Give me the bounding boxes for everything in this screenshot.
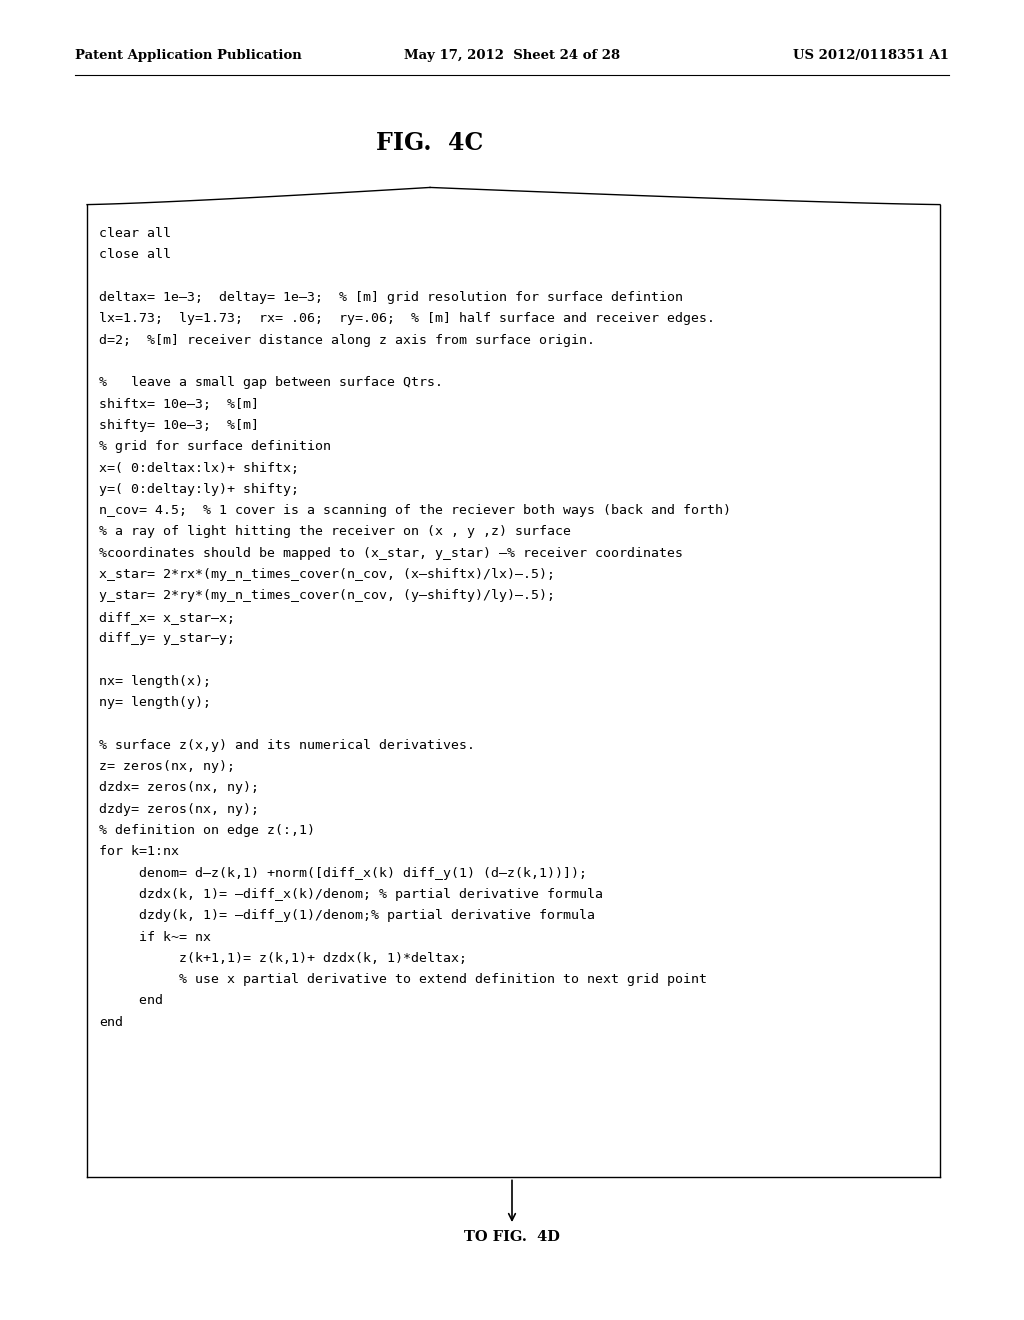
Text: x_star= 2*rx*(my_n_times_cover(n_cov, (x–shiftx)/lx)–.5);: x_star= 2*rx*(my_n_times_cover(n_cov, (x… — [99, 568, 555, 581]
Text: if k~= nx: if k~= nx — [99, 931, 211, 944]
Text: shifty= 10e–3;  %[m]: shifty= 10e–3; %[m] — [99, 418, 259, 432]
Text: denom= d–z(k,1) +norm([diff_x(k) diff_y(1) (d–z(k,1))]);: denom= d–z(k,1) +norm([diff_x(k) diff_y(… — [99, 867, 588, 879]
Text: % grid for surface definition: % grid for surface definition — [99, 441, 332, 453]
Text: dzdx(k, 1)= –diff_x(k)/denom; % partial derivative formula: dzdx(k, 1)= –diff_x(k)/denom; % partial … — [99, 888, 603, 900]
Text: US 2012/0118351 A1: US 2012/0118351 A1 — [794, 49, 949, 62]
Text: diff_x= x_star–x;: diff_x= x_star–x; — [99, 611, 236, 624]
Text: dzdx= zeros(nx, ny);: dzdx= zeros(nx, ny); — [99, 781, 259, 795]
Text: n_cov= 4.5;  % 1 cover is a scanning of the reciever both ways (back and forth): n_cov= 4.5; % 1 cover is a scanning of t… — [99, 504, 731, 517]
Text: May 17, 2012  Sheet 24 of 28: May 17, 2012 Sheet 24 of 28 — [403, 49, 621, 62]
Text: deltax= 1e–3;  deltay= 1e–3;  % [m] grid resolution for surface defintion: deltax= 1e–3; deltay= 1e–3; % [m] grid r… — [99, 290, 683, 304]
Text: close all: close all — [99, 248, 171, 261]
Text: d=2;  %[m] receiver distance along z axis from surface origin.: d=2; %[m] receiver distance along z axis… — [99, 334, 595, 347]
Text: FIG.  4C: FIG. 4C — [377, 131, 483, 154]
Text: shiftx= 10e–3;  %[m]: shiftx= 10e–3; %[m] — [99, 397, 259, 411]
Text: lx=1.73;  ly=1.73;  rx= .06;  ry=.06;  % [m] half surface and receiver edges.: lx=1.73; ly=1.73; rx= .06; ry=.06; % [m]… — [99, 313, 716, 325]
Text: % use x partial derivative to extend definition to next grid point: % use x partial derivative to extend def… — [99, 973, 708, 986]
Text: dzdy= zeros(nx, ny);: dzdy= zeros(nx, ny); — [99, 803, 259, 816]
Text: Patent Application Publication: Patent Application Publication — [75, 49, 301, 62]
Text: y=( 0:deltay:ly)+ shifty;: y=( 0:deltay:ly)+ shifty; — [99, 483, 299, 496]
Text: %   leave a small gap between surface Qtrs.: % leave a small gap between surface Qtrs… — [99, 376, 443, 389]
Text: % surface z(x,y) and its numerical derivatives.: % surface z(x,y) and its numerical deriv… — [99, 739, 475, 751]
Text: TO FIG.  4D: TO FIG. 4D — [464, 1230, 560, 1245]
Text: diff_y= y_star–y;: diff_y= y_star–y; — [99, 632, 236, 645]
Text: clear all: clear all — [99, 227, 171, 240]
Text: for k=1:nx: for k=1:nx — [99, 845, 179, 858]
Text: z= zeros(nx, ny);: z= zeros(nx, ny); — [99, 760, 236, 774]
Text: dzdy(k, 1)= –diff_y(1)/denom;% partial derivative formula: dzdy(k, 1)= –diff_y(1)/denom;% partial d… — [99, 909, 595, 923]
Text: end: end — [99, 1016, 123, 1028]
Text: z(k+1,1)= z(k,1)+ dzdx(k, 1)*deltax;: z(k+1,1)= z(k,1)+ dzdx(k, 1)*deltax; — [99, 952, 467, 965]
Text: x=( 0:deltax:lx)+ shiftx;: x=( 0:deltax:lx)+ shiftx; — [99, 462, 299, 474]
Text: ny= length(y);: ny= length(y); — [99, 696, 211, 709]
Text: end: end — [99, 994, 164, 1007]
Text: nx= length(x);: nx= length(x); — [99, 675, 211, 688]
Text: y_star= 2*ry*(my_n_times_cover(n_cov, (y–shifty)/ly)–.5);: y_star= 2*ry*(my_n_times_cover(n_cov, (y… — [99, 590, 555, 602]
Text: % a ray of light hitting the receiver on (x , y ,z) surface: % a ray of light hitting the receiver on… — [99, 525, 571, 539]
Text: %coordinates should be mapped to (x_star, y_star) –% receiver coordinates: %coordinates should be mapped to (x_star… — [99, 546, 683, 560]
Text: % definition on edge z(:,1): % definition on edge z(:,1) — [99, 824, 315, 837]
